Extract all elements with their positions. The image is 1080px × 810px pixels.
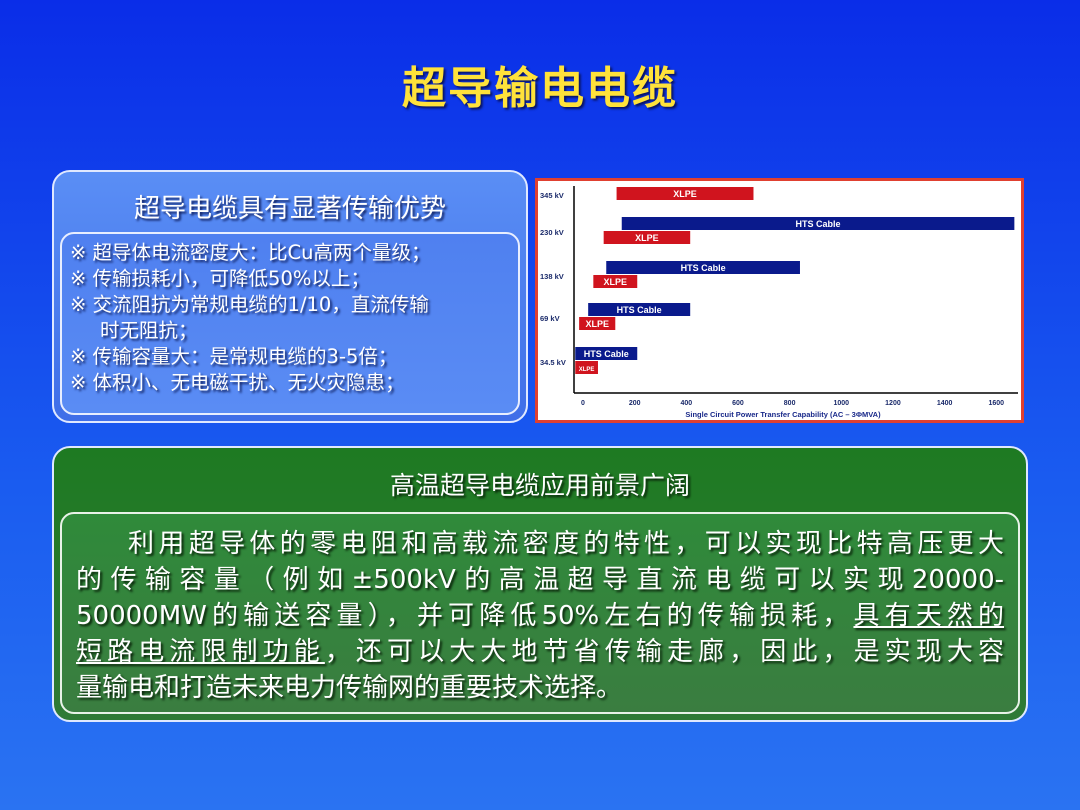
x-tick-label: 600 [732, 400, 744, 407]
x-tick-label: 1600 [988, 400, 1004, 407]
bar [575, 361, 598, 374]
capability-chart: 345 kV 230 kV 138 kV 69 kV 34.5 kV HTS Cable H… [535, 178, 1024, 423]
advantages-heading: 超导电缆具有显著传输优势 [133, 194, 446, 224]
x-tick-label: 1400 [937, 400, 953, 407]
text: 50000MW的输送容量），并可降低50%左右的传输损耗， [76, 601, 854, 631]
prospect-heading: 高温超导电缆应用前景广阔 [389, 471, 690, 500]
bar [621, 217, 1015, 230]
x-tick-label: 800 [784, 400, 796, 407]
bar-label: XLPE [585, 319, 609, 329]
text: ，还可以大大地节省传输走廊，因此，是实现大容 [324, 637, 1004, 667]
paragraph-line: 量输电和打造未来电力传输网的重要技术选择。 [76, 670, 1004, 706]
bar-label: XLPE [579, 367, 595, 373]
advantages-panel: 超导电缆具有显著传输优势 ※ 超导体电流密度大：比Cu高两个量级； ※ 传输损耗… [52, 170, 528, 423]
bar-label: HTS Cable [617, 305, 662, 315]
y-tick-label: 230 kV [540, 228, 564, 237]
x-axis-label: Single Circuit Power Transfer Capability… [685, 410, 881, 419]
prospect-paragraph: 利用超导体的零电阻和高载流密度的特性，可以实现比特高压更大 的传输容量（例如±5… [60, 512, 1020, 714]
list-item: 时无阻抗； [100, 319, 198, 342]
bar [575, 347, 638, 360]
y-tick-label: 345 kV [540, 191, 564, 200]
x-tick-label: 400 [680, 400, 692, 407]
prospect-panel: 高温超导电缆应用前景广阔 利用超导体的零电阻和高载流密度的特性，可以实现比特高压… [52, 446, 1028, 722]
paragraph-line: 利用超导体的零电阻和高载流密度的特性，可以实现比特高压更大 [76, 526, 1004, 562]
bar-label: HTS Cable [796, 219, 841, 229]
bar [593, 275, 638, 288]
page-title: 超导输电电缆 [402, 63, 678, 114]
y-tick-label: 138 kV [540, 272, 564, 281]
bar-label: HTS Cable [681, 263, 726, 273]
bar-label: XLPE [635, 233, 659, 243]
paragraph-line: 50000MW的输送容量），并可降低50%左右的传输损耗，具有天然的 [76, 598, 1004, 634]
list-item: ※ 传输损耗小，可降低50%以上； [70, 267, 370, 290]
bar-label: XLPE [673, 189, 697, 199]
list-item: ※ 体积小、无电磁干扰、无火灾隐患； [70, 371, 405, 394]
text: 的传输容量（例如±500kV的高温超导直流电缆可以实现20000- [76, 565, 1004, 595]
x-tick-label: 1200 [885, 400, 901, 407]
x-tick-label: 200 [629, 400, 641, 407]
bar [579, 317, 616, 330]
y-tick-label: 34.5 kV [540, 358, 566, 367]
bar-label: HTS Cable [584, 349, 629, 359]
chart-svg: 345 kV 230 kV 138 kV 69 kV 34.5 kV HTS Cable H… [540, 186, 1018, 419]
bar [603, 231, 691, 244]
bar [588, 303, 691, 316]
paragraph-line: 短路电流限制功能，还可以大大地节省传输走廊，因此，是实现大容 [76, 634, 1004, 670]
list-item: ※ 传输容量大：是常规电缆的3-5倍； [70, 345, 398, 368]
x-tick-label: 0 [581, 400, 585, 407]
list-item: ※ 超导体电流密度大：比Cu高两个量级； [70, 241, 431, 264]
text: 利用超导体的零电阻和高载流密度的特性，可以实现比特高压更大 [128, 529, 1004, 559]
x-tick-label: 1000 [834, 400, 850, 407]
advantages-list: ※ 超导体电流密度大：比Cu高两个量级； ※ 传输损耗小，可降低50%以上； ※… [60, 232, 520, 415]
underlined-text: 具有天然的 [853, 601, 1004, 631]
y-tick-label: 69 kV [540, 314, 560, 323]
list-item: ※ 交流阻抗为常规电缆的1/10，直流传输 [70, 293, 429, 316]
bar [616, 187, 754, 200]
bar-label: XLPE [604, 277, 628, 287]
underlined-text: 短路电流限制功能 [76, 637, 325, 667]
paragraph-line: 的传输容量（例如±500kV的高温超导直流电缆可以实现20000- [76, 562, 1004, 598]
bar [606, 261, 800, 274]
text: 量输电和打造未来电力传输网的重要技术选择。 [76, 673, 623, 703]
